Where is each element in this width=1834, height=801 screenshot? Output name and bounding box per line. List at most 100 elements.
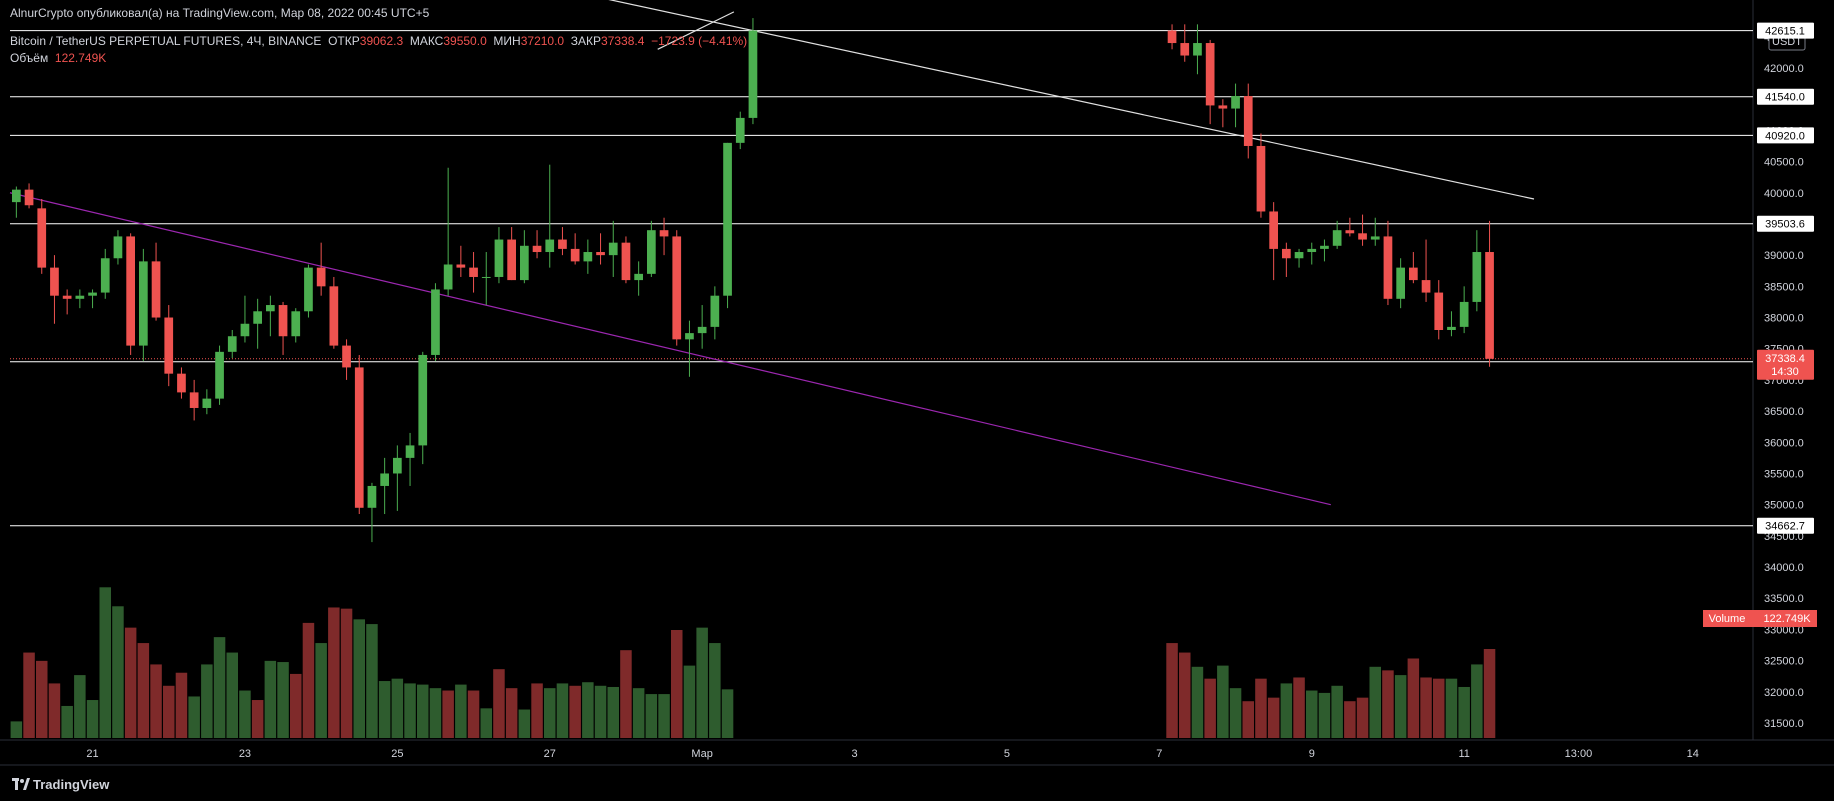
- volume-bar: [518, 709, 531, 738]
- candle-body: [1421, 280, 1431, 293]
- x-tick-label: 3: [851, 748, 857, 760]
- volume-bar: [721, 689, 734, 738]
- x-tick-label: 25: [391, 748, 403, 760]
- volume-bar: [632, 688, 645, 738]
- volume-bar: [1458, 686, 1470, 738]
- candle-body: [685, 333, 694, 340]
- volume-bar: [315, 643, 327, 738]
- volume-bars: [10, 587, 1496, 738]
- candle-body: [621, 242, 631, 281]
- volume-bar: [480, 708, 492, 738]
- level-price-text: 42615.1: [1765, 26, 1805, 38]
- volume-bar: [455, 684, 467, 738]
- level-price-tag: [1757, 517, 1814, 534]
- candle-body: [240, 323, 250, 337]
- volume-bar: [353, 619, 365, 738]
- volume-bar: [302, 622, 315, 738]
- candle-body: [342, 345, 351, 368]
- level-price-tag: [1757, 88, 1814, 105]
- chart-grid: [0, 0, 1834, 766]
- y-tick-label: 40000.0: [1764, 188, 1804, 200]
- volume-bar: [48, 683, 61, 738]
- volume-label: Объём: [10, 51, 49, 65]
- x-tick-label: 13:00: [1565, 748, 1593, 760]
- candle-body: [62, 295, 72, 299]
- volume-bar: [1293, 677, 1305, 738]
- candle-body: [456, 264, 466, 268]
- y-tick-label: 33000.0: [1764, 624, 1804, 636]
- candle-body: [12, 189, 21, 203]
- y-tick-label: 40500.0: [1764, 157, 1804, 169]
- candle-body: [735, 117, 745, 143]
- volume-bar: [264, 660, 277, 738]
- volume-bar: [1433, 678, 1445, 738]
- x-tick-label: 9: [1309, 748, 1315, 760]
- volume-bar: [163, 685, 175, 738]
- candle-body: [1409, 267, 1418, 281]
- volume-bar: [366, 624, 378, 738]
- axis-price-labels: 42615.141540.040920.039503.637291.034662…: [1703, 22, 1817, 627]
- candle-body: [126, 236, 135, 346]
- candle-body: [1307, 248, 1317, 253]
- change-value: −1723.9 (−4.41%): [651, 34, 748, 48]
- volume-bar: [467, 690, 480, 738]
- volume-bar: [251, 700, 264, 738]
- candle-body: [88, 292, 97, 296]
- volume-bar: [442, 690, 454, 738]
- volume-legend: Объём 122.749K: [10, 51, 106, 65]
- volume-bar: [404, 683, 416, 738]
- x-tick-label: 11: [1458, 748, 1469, 760]
- close-value: 37338.4: [601, 34, 645, 48]
- candle-body: [50, 267, 59, 296]
- candle-body: [177, 373, 186, 393]
- candle-body: [481, 276, 491, 278]
- tradingview-logo-icon: [12, 778, 30, 790]
- candle-body: [354, 367, 364, 508]
- volume-bar: [150, 664, 162, 738]
- level-price-text: 40920.0: [1765, 130, 1805, 142]
- candle-body: [608, 242, 618, 256]
- volume-bar: [36, 660, 48, 738]
- time-axis[interactable]: 21 23 25 27 Мар 3 5 7 9 11 13:00 14: [86, 748, 1698, 760]
- volume-bar: [1344, 701, 1356, 738]
- symbol-name: Bitcoin / TetherUS PERPETUAL FUTURES, 4Ч…: [10, 34, 322, 48]
- countdown-text: 14:30: [1771, 366, 1799, 378]
- volume-bar: [531, 683, 543, 738]
- x-tick-label: 7: [1156, 748, 1162, 760]
- candle-body: [227, 336, 237, 352]
- volume-bar: [328, 607, 340, 738]
- volume-bar: [1471, 664, 1483, 738]
- volume-bar: [290, 673, 302, 738]
- volume-tag-label: Volume: [1709, 613, 1746, 625]
- candle-body: [367, 485, 377, 508]
- level-price-tag: [1757, 127, 1814, 144]
- volume-bar: [696, 627, 708, 738]
- volume-bar: [10, 721, 23, 738]
- candle-body: [316, 267, 326, 287]
- candle-body: [164, 317, 174, 374]
- y-tick-label: 34000.0: [1764, 562, 1804, 574]
- candle-body: [1180, 43, 1190, 56]
- x-tick-label: 14: [1687, 748, 1699, 760]
- price-axis[interactable]: 31500.0 32000.0 32500.0 33000.0 33500.0 34000…: [1764, 31, 1806, 730]
- volume-bar: [1267, 697, 1280, 738]
- candle-body: [1370, 236, 1380, 240]
- volume-bar: [277, 662, 289, 738]
- horizontal-levels[interactable]: [10, 30, 1753, 527]
- y-tick-label: 38500.0: [1764, 281, 1804, 293]
- candle-body: [443, 264, 453, 290]
- volume-bar: [112, 606, 124, 738]
- volume-bar: [709, 643, 721, 738]
- level-price-text: 34662.7: [1765, 521, 1805, 533]
- candle-body: [139, 261, 148, 346]
- published-line: AlnurCrypto опубликовал(а) на TradingVie…: [10, 6, 430, 20]
- tradingview-watermark[interactable]: TradingView: [12, 777, 109, 792]
- candle-body: [570, 248, 580, 262]
- volume-bar: [658, 694, 670, 738]
- trendlines[interactable]: [9, 0, 1535, 506]
- volume-bar: [594, 685, 607, 738]
- candle-body: [1434, 292, 1444, 330]
- candle-body: [1320, 245, 1329, 249]
- candle-body: [189, 392, 199, 408]
